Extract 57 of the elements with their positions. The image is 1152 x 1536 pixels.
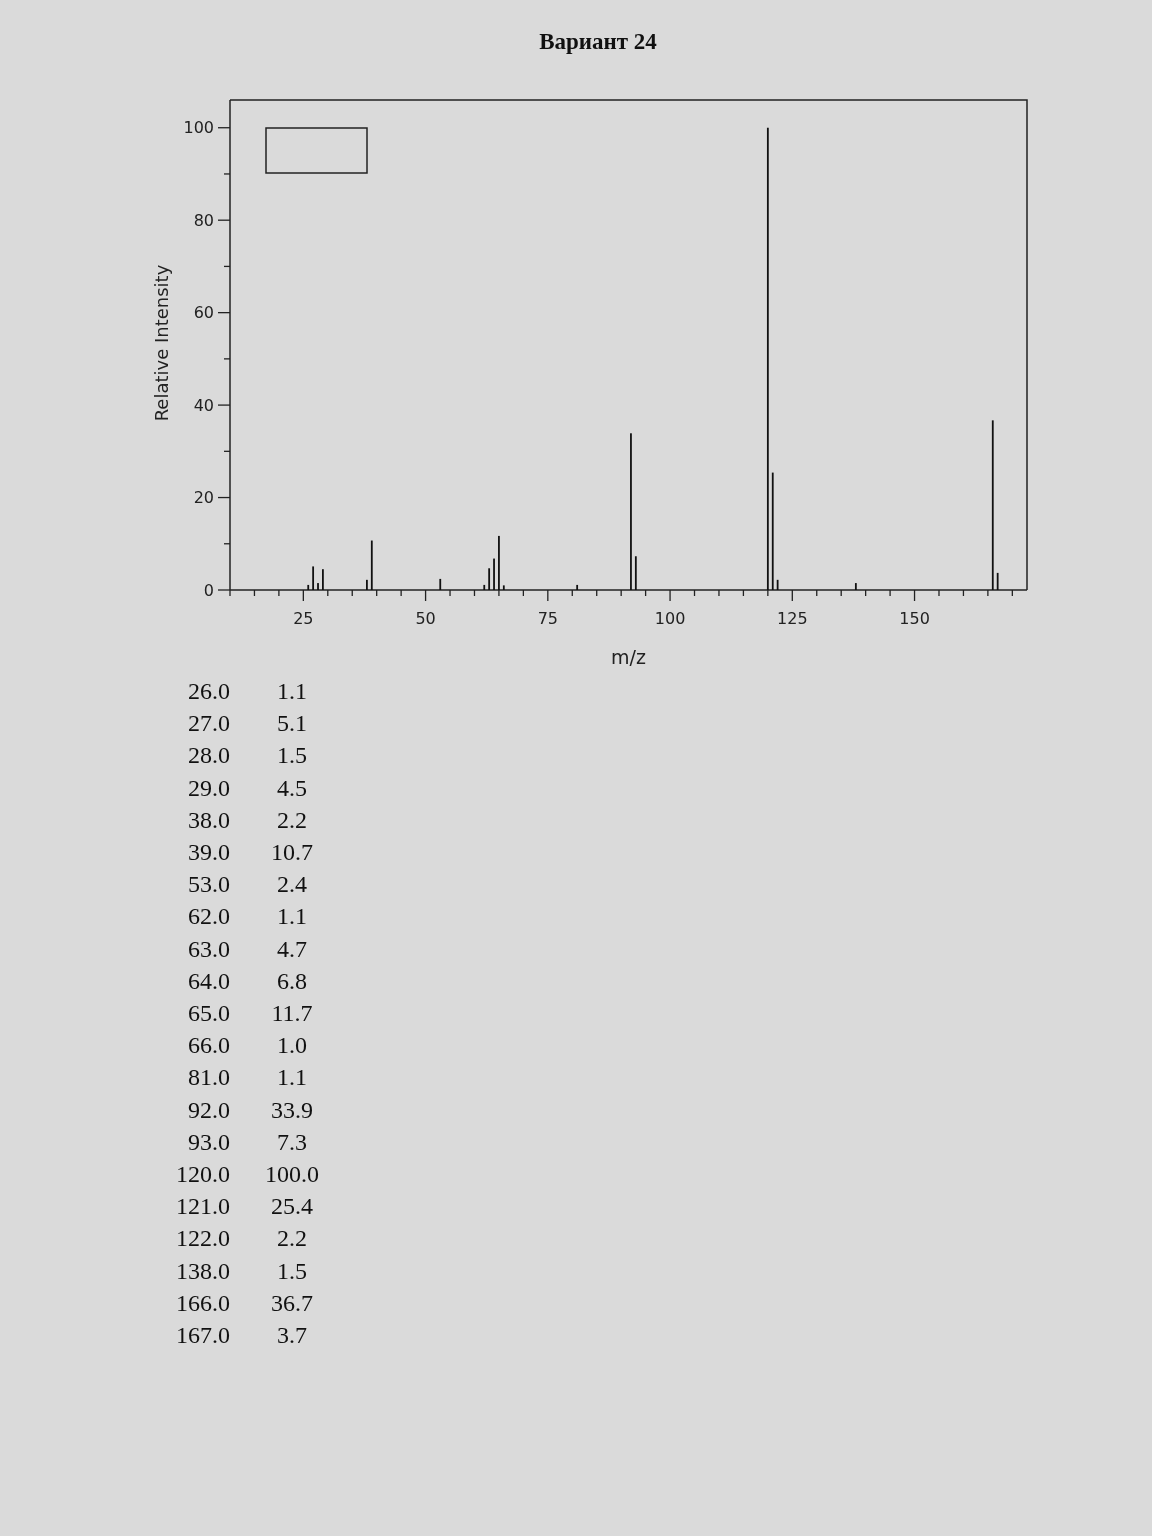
x-tick-label: 25 xyxy=(293,609,314,628)
text: 1.0 xyxy=(277,1032,307,1059)
text: 1.1 xyxy=(277,903,307,930)
text: 62.0 xyxy=(188,903,230,930)
text: 122.0 xyxy=(176,1225,230,1252)
text: 4.5 xyxy=(277,774,307,801)
x-tick-label: 50 xyxy=(415,609,436,628)
text: 5.1 xyxy=(277,710,307,737)
text: 121.0 xyxy=(176,1193,230,1220)
text: 10.7 xyxy=(271,839,313,865)
text: 1.1 xyxy=(277,1064,307,1091)
text: 138.0 xyxy=(176,1257,230,1284)
y-tick-label: 60 xyxy=(193,303,214,323)
text: 4.7 xyxy=(277,935,307,962)
y-axis-title: Relative Intensity xyxy=(151,264,172,422)
text: 2.2 xyxy=(277,806,307,833)
text: 100.0 xyxy=(265,1161,319,1187)
x-axis-title: m/z xyxy=(611,646,646,668)
text: 38.0 xyxy=(188,806,230,833)
text: 39.0 xyxy=(188,839,230,865)
text: 28.0 xyxy=(188,742,230,769)
y-tick-label: 100 xyxy=(183,118,214,138)
text: 166.0 xyxy=(176,1289,230,1316)
text: 65.0 xyxy=(188,1000,230,1026)
text: 29.0 xyxy=(188,774,230,801)
x-tick-label: 75 xyxy=(537,609,558,628)
text: 1.1 xyxy=(277,678,307,704)
text: 26.0 xyxy=(188,678,230,704)
text: 93.0 xyxy=(188,1128,230,1155)
text: 66.0 xyxy=(188,1032,230,1059)
text: 25.4 xyxy=(271,1193,313,1220)
text: 64.0 xyxy=(188,967,230,994)
x-tick-label: 100 xyxy=(654,609,686,628)
text: 81.0 xyxy=(188,1064,230,1091)
text: 6.8 xyxy=(277,967,307,994)
text: 120.0 xyxy=(176,1161,230,1187)
text: 33.9 xyxy=(271,1096,313,1123)
chart-title: Вариант 24 xyxy=(539,29,658,54)
text: 27.0 xyxy=(188,710,230,737)
text: 92.0 xyxy=(188,1096,230,1123)
text: 1.5 xyxy=(277,742,307,769)
y-tick-label: 80 xyxy=(193,210,214,230)
text: 1.5 xyxy=(277,1257,307,1284)
text: 7.3 xyxy=(277,1128,307,1155)
y-tick-label: 20 xyxy=(193,488,214,508)
y-tick-label: 0 xyxy=(203,580,214,600)
y-tick-label: 40 xyxy=(193,395,214,415)
text: 63.0 xyxy=(188,935,230,962)
text: 2.4 xyxy=(277,871,307,898)
text: 11.7 xyxy=(271,1000,313,1026)
x-tick-label: 150 xyxy=(899,609,930,628)
text: 36.7 xyxy=(271,1289,313,1316)
x-tick-label: 125 xyxy=(777,609,808,628)
text: 3.7 xyxy=(277,1322,307,1348)
text: 167.0 xyxy=(176,1322,230,1348)
text: 2.2 xyxy=(277,1225,307,1252)
text: 53.0 xyxy=(188,871,230,898)
